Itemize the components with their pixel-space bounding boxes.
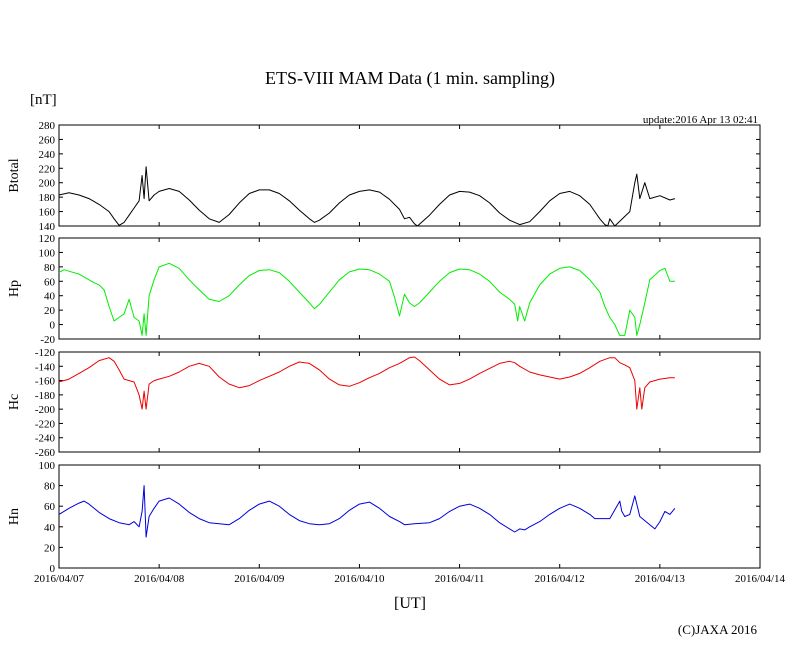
series-label-btotal: Btotal: [7, 158, 22, 192]
y-tick-label: 140: [39, 221, 56, 233]
y-tick-label: 100: [39, 460, 56, 472]
y-tick-label: 60: [44, 501, 56, 513]
unit-label: [nT]: [30, 92, 57, 108]
x-tick-label: 2016/04/07: [34, 573, 85, 585]
y-tick-label: 180: [39, 192, 56, 204]
y-tick-label: -140: [35, 361, 56, 373]
y-tick-label: 280: [39, 120, 56, 132]
x-axis-label: [UT]: [394, 595, 426, 612]
y-tick-label: -260: [35, 447, 56, 459]
y-tick-label: -120: [35, 347, 56, 359]
x-tick-label: 2016/04/11: [435, 573, 485, 585]
y-tick-label: 0: [50, 320, 56, 332]
y-tick-label: -220: [35, 418, 56, 430]
y-tick-label: 100: [39, 247, 56, 259]
y-tick-label: 60: [44, 276, 56, 288]
y-tick-label: -200: [35, 404, 56, 416]
series-line-hc: [58, 356, 675, 410]
y-tick-label: 80: [44, 262, 56, 274]
series-label-hp: Hp: [7, 280, 22, 297]
x-tick-label: 2016/04/12: [535, 573, 585, 585]
x-tick-label: 2016/04/09: [234, 573, 285, 585]
x-tick-label: 2016/04/10: [334, 573, 385, 585]
y-tick-label: 20: [44, 305, 56, 317]
y-tick-label: 200: [39, 178, 56, 190]
panel-hp: -20 0 20 40 60 80 100 120 Hp: [7, 233, 761, 346]
panel-frame: [58, 351, 761, 453]
y-tick-label: 40: [44, 522, 56, 534]
y-tick-label: -180: [35, 390, 56, 402]
y-tick-label: -160: [35, 376, 56, 388]
y-tick-label: 120: [39, 233, 56, 245]
y-tick-label: -240: [35, 433, 56, 445]
x-tick-label: 2016/04/14: [735, 573, 786, 585]
copyright-label: (C)JAXA 2016: [678, 622, 758, 637]
y-tick-label: -20: [40, 334, 55, 346]
y-tick-label: 0: [50, 563, 56, 575]
series-label-hn: Hn: [7, 508, 22, 525]
panel-btotal: 140 160 180 200 220 240 260 280 Btotal: [7, 120, 761, 233]
series-line-hp: [58, 262, 675, 336]
update-timestamp: update:2016 Apr 13 02:41: [643, 114, 758, 126]
panel-frame: [58, 237, 761, 340]
y-tick-label: 20: [44, 542, 56, 554]
panel-hc: -260 -240 -220 -200 -180 -160 -140 -120 Hc: [7, 347, 761, 459]
chart-title: ETS-VIII MAM Data (1 min. sampling): [265, 68, 555, 89]
y-tick-label: 220: [39, 163, 56, 175]
y-tick-label: 160: [39, 207, 56, 219]
y-tick-label: 40: [44, 291, 56, 303]
x-tick-label: 2016/04/13: [635, 573, 686, 585]
y-tick-label: 240: [39, 149, 56, 161]
panel-hn: 0 20 40 60 80 100 Hn: [7, 460, 761, 575]
panel-frame: [58, 464, 761, 569]
y-tick-label: 80: [44, 481, 56, 493]
panel-frame: [58, 124, 761, 227]
y-tick-label: 260: [39, 134, 56, 146]
series-line-btotal: [58, 166, 676, 227]
x-axis-ticks: 2016/04/07 2016/04/08 2016/04/09 2016/04/10…: [34, 573, 786, 585]
chart-panels: 140160180200220240260280Btotal-200204060…: [7, 120, 761, 575]
x-tick-label: 2016/04/08: [134, 573, 185, 585]
series-line-hn: [58, 485, 676, 538]
series-label-hc: Hc: [7, 394, 22, 410]
